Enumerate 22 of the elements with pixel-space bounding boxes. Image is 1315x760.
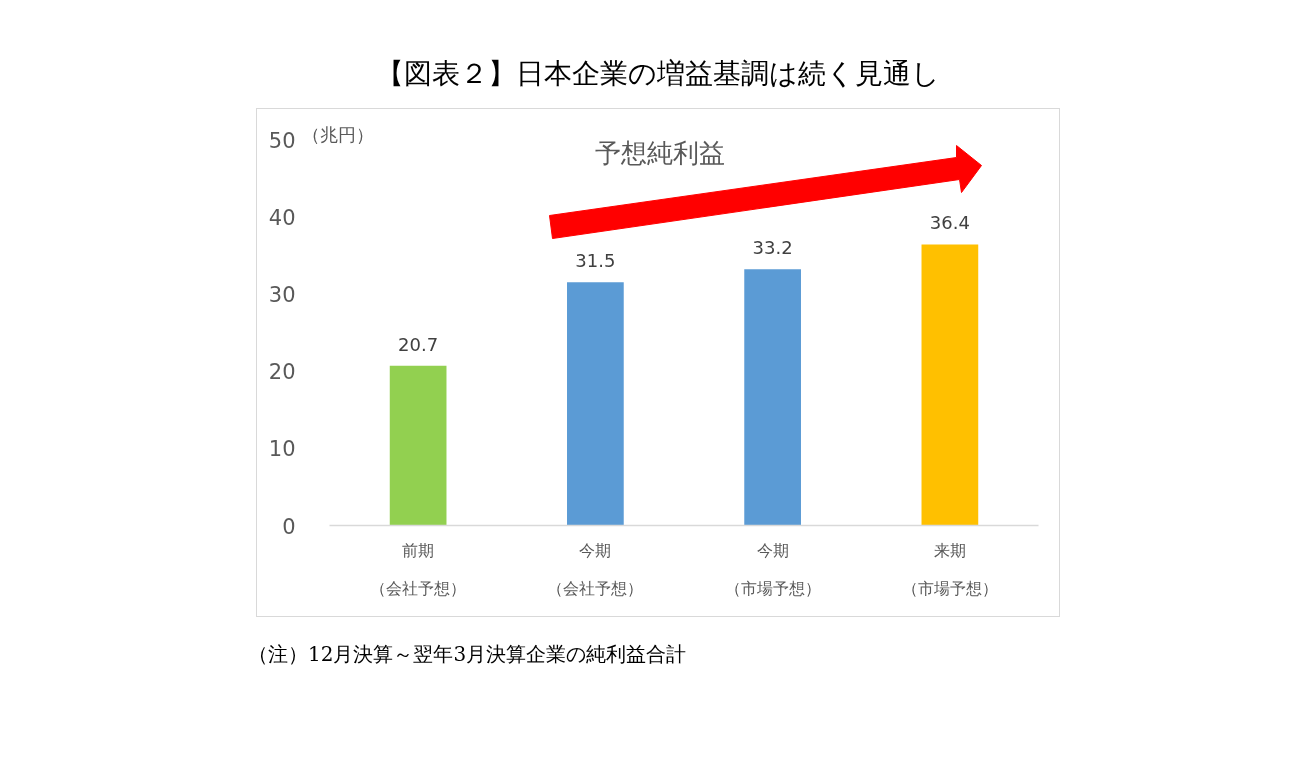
y-tick-label: 0	[282, 514, 296, 539]
y-tick-label: 10	[268, 437, 296, 462]
y-tick-label: 20	[268, 360, 296, 385]
y-axis-title: （兆円）	[301, 123, 374, 145]
y-tick-label: 30	[268, 282, 296, 307]
data-label: 36.4	[929, 212, 970, 234]
chart-title: 【図表２】日本企業の増益基調は続く見通し	[374, 56, 941, 92]
annotation: 予想純利益	[594, 137, 725, 168]
x-tick-label: 前期（会社予想）	[370, 540, 467, 598]
y-tick-label: 40	[268, 205, 296, 230]
bar	[567, 282, 624, 526]
bar	[921, 244, 979, 526]
x-tick-label: 今期（市場予想）	[724, 540, 821, 598]
bar	[389, 365, 447, 526]
text: （注）12月決算～翌年3月決算企業の純利益合計	[248, 641, 687, 667]
data-label: 20.7	[398, 333, 439, 355]
data-label: 31.5	[575, 250, 616, 272]
x-tick-label: 来期（市場予想）	[901, 540, 998, 598]
data-label: 33.2	[752, 237, 793, 259]
bar	[744, 269, 801, 526]
x-tick-label: 今期（会社予想）	[547, 540, 644, 598]
y-tick-label: 50	[268, 128, 296, 153]
